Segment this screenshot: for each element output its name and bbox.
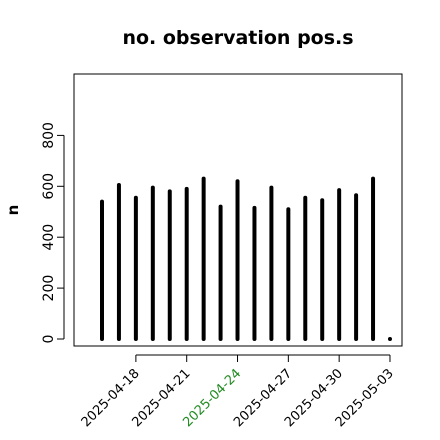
bars [100, 176, 392, 341]
y-tick-label: 800 [41, 122, 57, 149]
y-axis: 0 200 400 600 800 [41, 122, 65, 344]
y-tick-label: 200 [41, 275, 57, 302]
chart-title: no. observation pos.s [122, 27, 353, 49]
y-axis-label: n [4, 205, 22, 216]
y-tick-label: 0 [41, 335, 57, 344]
y-tick-label: 400 [41, 224, 57, 251]
y-tick-label: 600 [41, 173, 57, 200]
x-axis: 2025-04-182025-04-212025-04-242025-04-27… [79, 354, 397, 430]
plot-frame [73, 73, 403, 347]
